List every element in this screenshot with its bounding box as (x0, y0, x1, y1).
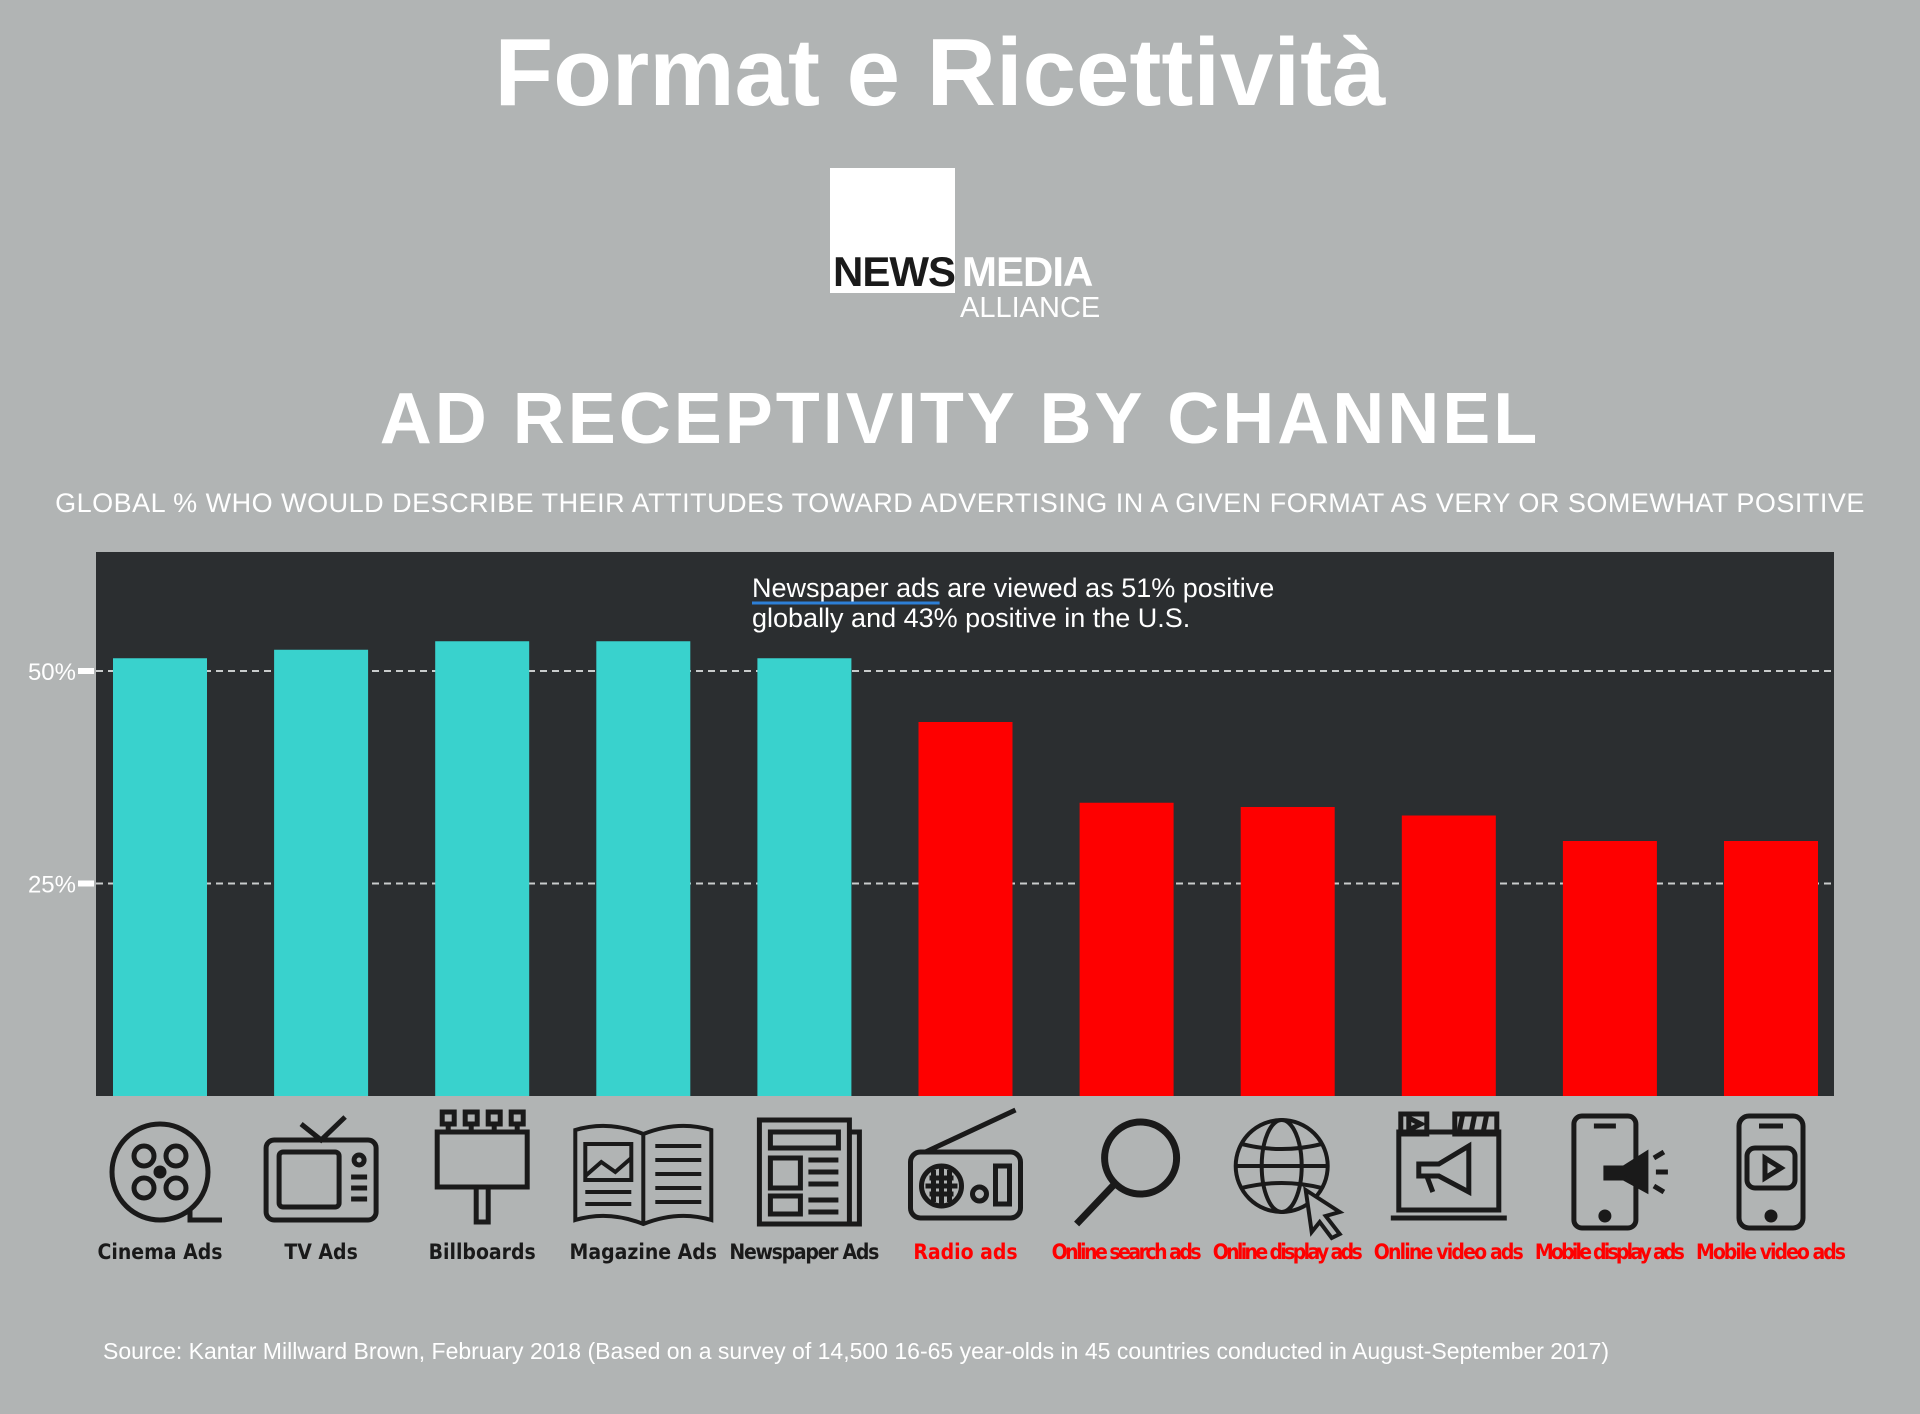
ytick-mark-25 (78, 880, 94, 887)
ytick-label: 50% (28, 659, 76, 686)
annotation-line-2: globally and 43% positive in the U.S. (752, 603, 1190, 633)
tv-icon (266, 1117, 376, 1220)
bar-tv-ads (274, 649, 369, 1096)
chart-heading: AD RECEPTIVITY BY CHANNEL (379, 379, 1541, 459)
mobile-video-icon (1739, 1116, 1803, 1228)
bar-radio-ads (918, 722, 1013, 1096)
category-label: Mobile display ads (1535, 1240, 1685, 1264)
category-label: TV Ads (284, 1240, 357, 1264)
bar-mobile-video-ads (1724, 841, 1818, 1096)
newspaper-icon (759, 1120, 859, 1224)
category-label: Online search ads (1052, 1240, 1202, 1264)
bar-online-video-ads (1401, 815, 1496, 1096)
logo-alliance: ALLIANCE (960, 292, 1101, 324)
logo-square (830, 168, 955, 293)
bar-online-search-ads (1079, 802, 1174, 1096)
chart-subtitle: GLOBAL % WHO WOULD DESCRIBE THEIR ATTITU… (55, 488, 1865, 518)
video-megaphone-icon (1391, 1114, 1507, 1218)
category-label: Mobile video ads (1696, 1240, 1846, 1264)
category-label: Cinema Ads (97, 1240, 222, 1264)
logo-media: MEDIA (962, 248, 1093, 295)
source-note: Source: Kantar Millward Brown, February … (103, 1338, 1610, 1364)
ytick-label: 25% (28, 872, 76, 899)
bar-newspaper-ads (757, 658, 852, 1096)
category-label: Newspaper Ads (729, 1240, 879, 1264)
bar-online-display-ads (1240, 807, 1335, 1096)
annotation-line-1: Newspaper ads are viewed as 51% positive (752, 573, 1274, 603)
page-title: Format e Ricettività (494, 19, 1386, 126)
logo-news: NEWS (833, 248, 956, 295)
magazine-icon (573, 1123, 714, 1226)
radio-icon (911, 1110, 1021, 1218)
bar-magazine-ads (596, 641, 691, 1096)
category-label: Magazine Ads (570, 1240, 718, 1264)
category-label: Online video ads (1374, 1240, 1524, 1264)
magnifier-icon (1077, 1122, 1177, 1224)
category-label: Online display ads (1213, 1240, 1363, 1264)
bar-mobile-display-ads (1562, 841, 1657, 1096)
bar-billboards (435, 641, 530, 1096)
globe-cursor-icon (1233, 1118, 1342, 1240)
ytick-mark-50 (78, 668, 94, 674)
category-label: Billboards (429, 1240, 536, 1264)
category-label: Radio ads (913, 1240, 1017, 1264)
billboard-icon (437, 1112, 527, 1222)
mobile-megaphone-icon (1574, 1116, 1668, 1228)
film-reel-icon (112, 1124, 222, 1220)
bar-cinema-ads (113, 658, 207, 1096)
